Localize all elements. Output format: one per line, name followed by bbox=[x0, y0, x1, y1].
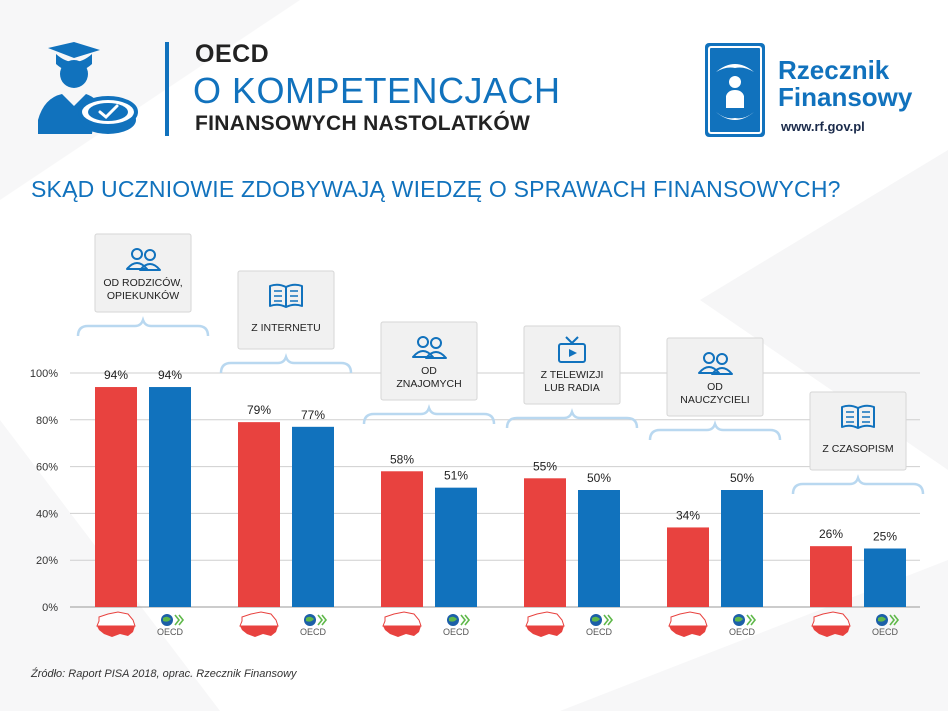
group-brace bbox=[362, 404, 496, 425]
brand-name-line2: Finansowy bbox=[778, 82, 913, 112]
brand-url: www.rf.gov.pl bbox=[781, 119, 865, 134]
category-label-box bbox=[237, 270, 335, 350]
data-label: 77% bbox=[301, 408, 325, 422]
group-brace bbox=[648, 420, 782, 441]
bar bbox=[95, 387, 137, 607]
category-label: OPIEKUNKÓW bbox=[107, 289, 179, 302]
data-label: 50% bbox=[587, 471, 611, 485]
bar bbox=[578, 490, 620, 607]
oecd-label: OECD bbox=[586, 627, 613, 637]
people-icon bbox=[698, 352, 733, 375]
source-note: Źródło: Raport PISA 2018, oprac. Rzeczni… bbox=[31, 668, 297, 680]
category-label-box bbox=[809, 391, 907, 471]
header-divider bbox=[165, 42, 169, 136]
y-tick-label: 40% bbox=[36, 508, 58, 520]
people-icon bbox=[412, 336, 447, 359]
data-label: 79% bbox=[247, 403, 271, 417]
y-tick-label: 60% bbox=[36, 462, 58, 474]
poland-map-icon bbox=[96, 611, 136, 637]
data-label: 55% bbox=[533, 459, 557, 473]
y-tick-label: 20% bbox=[36, 555, 58, 567]
oecd-label: OECD bbox=[300, 627, 327, 637]
group-brace bbox=[791, 474, 925, 495]
oecd-label: OECD bbox=[729, 627, 756, 637]
data-label: 25% bbox=[873, 530, 897, 544]
category-label: Z INTERNETU bbox=[251, 322, 320, 334]
header-title-line3: FINANSOWYCH NASTOLATKÓW bbox=[195, 112, 531, 135]
oecd-logo-icon: OECD bbox=[729, 614, 757, 637]
data-label: 94% bbox=[158, 368, 182, 382]
oecd-label: OECD bbox=[872, 627, 899, 637]
category-label-box bbox=[380, 321, 478, 401]
group-brace bbox=[76, 316, 210, 337]
oecd-label: OECD bbox=[443, 627, 470, 637]
header: OECD O KOMPETENCJACH FINANSOWYCH NASTOLA… bbox=[0, 0, 948, 150]
poland-map-icon bbox=[668, 611, 708, 637]
data-label: 34% bbox=[676, 508, 700, 522]
data-label: 58% bbox=[390, 452, 414, 466]
category-label: OD RODZICÓW, bbox=[103, 276, 182, 289]
bar bbox=[435, 487, 477, 607]
tv-icon bbox=[558, 336, 586, 363]
bar bbox=[810, 546, 852, 607]
category-label: OD bbox=[421, 365, 437, 377]
brand-name-line1: Rzecznik bbox=[778, 55, 890, 85]
people-icon bbox=[126, 248, 161, 271]
oecd-logo-icon: OECD bbox=[157, 614, 185, 637]
student-coin-icon bbox=[38, 42, 138, 134]
category-label-box bbox=[523, 325, 621, 405]
group-brace bbox=[505, 408, 639, 429]
oecd-logo-icon: OECD bbox=[300, 614, 328, 637]
bar bbox=[721, 490, 763, 607]
chart-question-title: SKĄD UCZNIOWIE ZDOBYWAJĄ WIEDZĘ O SPRAWA… bbox=[31, 176, 841, 202]
category-label: OD bbox=[707, 381, 723, 393]
bar bbox=[149, 387, 191, 607]
poland-map-icon bbox=[525, 611, 565, 637]
category-label: LUB RADIA bbox=[544, 382, 599, 394]
y-tick-label: 0% bbox=[42, 602, 58, 614]
oecd-logo-icon: OECD bbox=[443, 614, 471, 637]
category-label: Z TELEWIZJI bbox=[541, 369, 604, 381]
group-brace bbox=[219, 353, 353, 374]
bar bbox=[381, 471, 423, 607]
bar bbox=[238, 422, 280, 607]
category-label-box bbox=[94, 233, 192, 313]
book-icon bbox=[269, 283, 303, 308]
bar bbox=[864, 548, 906, 607]
category-label: Z CZASOPISM bbox=[822, 443, 893, 455]
category-label: ZNAJOMYCH bbox=[396, 378, 461, 390]
data-label: 51% bbox=[444, 469, 468, 483]
bar bbox=[292, 426, 334, 607]
oecd-label: OECD bbox=[157, 627, 184, 637]
book-icon bbox=[841, 404, 875, 429]
oecd-logo-icon: OECD bbox=[586, 614, 614, 637]
category-label-box bbox=[666, 337, 764, 417]
data-label: 26% bbox=[819, 527, 843, 541]
poland-map-icon bbox=[811, 611, 851, 637]
poland-map-icon bbox=[382, 611, 422, 637]
oecd-logo-icon: OECD bbox=[872, 614, 900, 637]
y-tick-label: 100% bbox=[30, 368, 58, 380]
category-label: NAUCZYCIELI bbox=[680, 394, 749, 406]
poland-map-icon bbox=[239, 611, 279, 637]
rf-logo-icon bbox=[705, 43, 765, 137]
y-tick-label: 80% bbox=[36, 415, 58, 427]
bar bbox=[667, 527, 709, 607]
header-title-line1: OECD bbox=[195, 40, 270, 68]
bar bbox=[524, 478, 566, 607]
data-label: 94% bbox=[104, 368, 128, 382]
data-label: 50% bbox=[730, 471, 754, 485]
header-title-line2: O KOMPETENCJACH bbox=[193, 70, 561, 111]
